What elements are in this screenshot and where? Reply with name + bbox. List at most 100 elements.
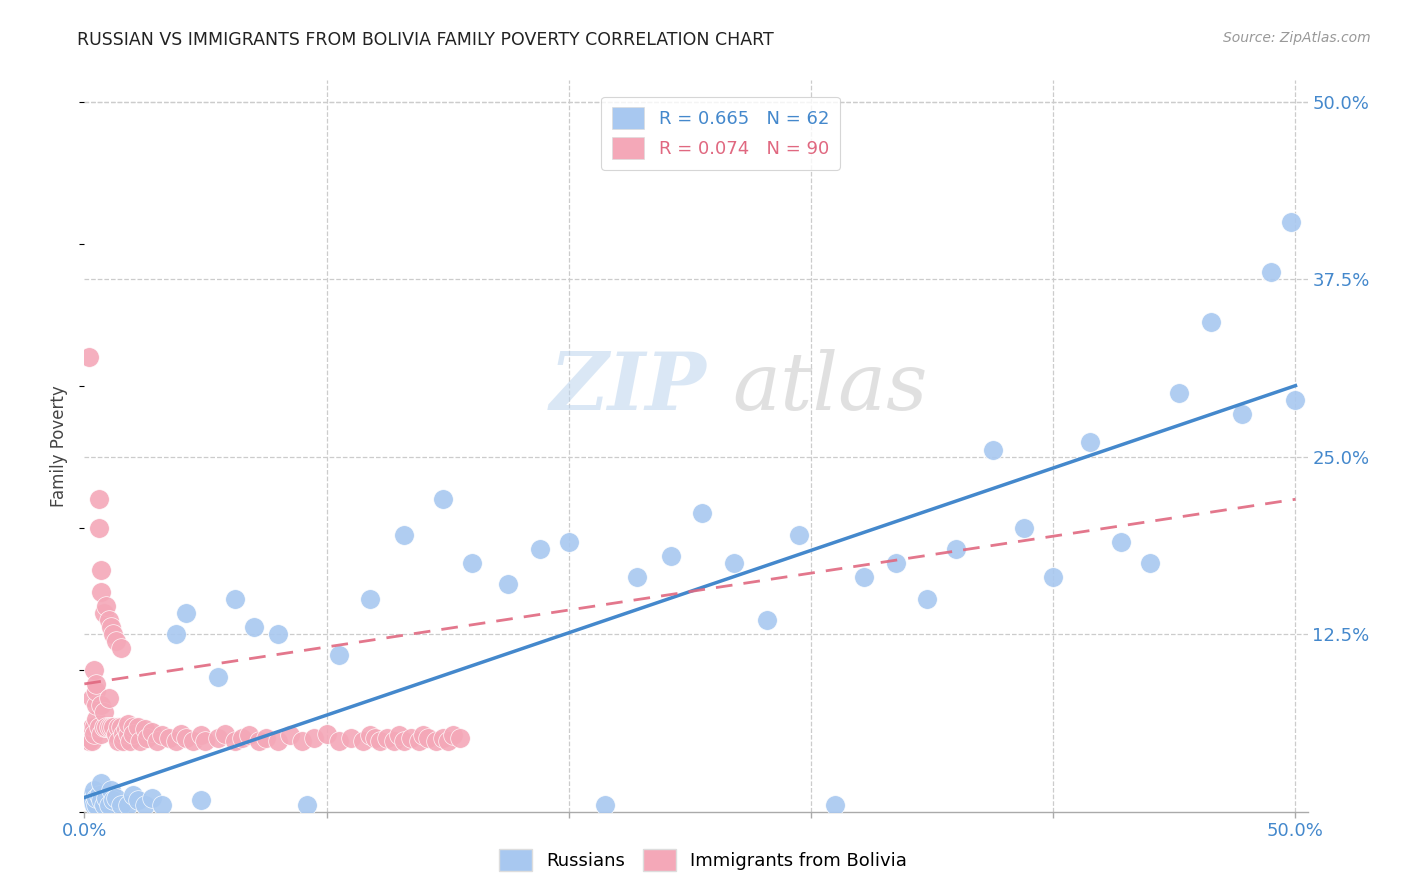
Point [86, 713, 108, 727]
Point [207, 670, 229, 684]
Point [183, 733, 205, 747]
Point [626, 570, 648, 584]
Point [93, 797, 115, 812]
Point [1042, 570, 1064, 584]
Point [174, 731, 197, 745]
Point [267, 627, 290, 641]
Point [278, 728, 301, 742]
Point [352, 733, 374, 747]
Point [150, 797, 173, 812]
Text: RUSSIAN VS IMMIGRANTS FROM BOLIVIA FAMILY POVERTY CORRELATION CHART: RUSSIAN VS IMMIGRANTS FROM BOLIVIA FAMIL… [77, 31, 775, 49]
Point [96, 719, 118, 733]
Point [97, 719, 120, 733]
Point [90, 584, 112, 599]
Point [86, 790, 108, 805]
Point [104, 726, 127, 740]
Point [97, 691, 120, 706]
Point [425, 733, 447, 747]
Point [165, 627, 187, 641]
Point [112, 726, 135, 740]
Point [461, 556, 484, 570]
Point [1230, 407, 1253, 421]
Point [87, 788, 110, 802]
Point [824, 797, 846, 812]
Legend: R = 0.665   N = 62, R = 0.074   N = 90: R = 0.665 N = 62, R = 0.074 N = 90 [600, 96, 839, 169]
Point [1139, 556, 1161, 570]
Point [87, 492, 110, 507]
Point [190, 728, 212, 742]
Point [388, 728, 411, 742]
Point [121, 788, 143, 802]
Point [723, 556, 745, 570]
Text: ZIP: ZIP [550, 349, 706, 426]
Point [384, 733, 406, 747]
Point [853, 570, 876, 584]
Point [659, 549, 682, 563]
Point [412, 728, 434, 742]
Point [231, 731, 253, 745]
Point [110, 719, 132, 733]
Point [97, 613, 120, 627]
Point [77, 350, 100, 364]
Point [364, 731, 387, 745]
Point [418, 731, 440, 745]
Point [146, 733, 169, 747]
Point [243, 620, 266, 634]
Point [392, 733, 415, 747]
Point [247, 733, 270, 747]
Point [441, 728, 464, 742]
Point [238, 728, 260, 742]
Point [194, 733, 217, 747]
Point [110, 641, 132, 656]
Point [1279, 215, 1302, 229]
Text: Source: ZipAtlas.com: Source: ZipAtlas.com [1223, 31, 1371, 45]
Point [190, 793, 212, 807]
Point [436, 733, 458, 747]
Point [77, 790, 100, 805]
Point [129, 733, 152, 747]
Point [224, 733, 246, 747]
Point [90, 776, 112, 790]
Point [90, 793, 112, 807]
Point [291, 733, 314, 747]
Point [93, 606, 115, 620]
Point [120, 733, 142, 747]
Point [136, 731, 159, 745]
Point [165, 733, 187, 747]
Point [1199, 315, 1222, 329]
Point [107, 719, 129, 733]
Point [340, 731, 363, 745]
Point [83, 783, 105, 797]
Point [103, 627, 125, 641]
Point [690, 507, 713, 521]
Point [87, 521, 110, 535]
Point [103, 719, 125, 733]
Point [90, 698, 112, 713]
Point [884, 556, 907, 570]
Text: atlas: atlas [733, 349, 928, 426]
Point [134, 723, 156, 737]
Point [254, 731, 277, 745]
Point [117, 726, 139, 740]
Point [558, 534, 581, 549]
Legend: Russians, Immigrants from Bolivia: Russians, Immigrants from Bolivia [492, 842, 914, 879]
Point [80, 719, 103, 733]
Point [117, 797, 139, 812]
Point [593, 797, 616, 812]
Point [267, 733, 290, 747]
Point [83, 797, 105, 812]
Point [83, 719, 105, 733]
Point [141, 725, 163, 739]
Point [787, 528, 810, 542]
Point [1168, 385, 1191, 400]
Point [121, 726, 143, 740]
Point [112, 733, 135, 747]
Point [100, 783, 122, 797]
Point [315, 726, 337, 740]
Point [80, 793, 103, 807]
Point [1078, 435, 1101, 450]
Point [157, 731, 180, 745]
Point [100, 719, 122, 733]
Point [375, 731, 398, 745]
Point [207, 731, 229, 745]
